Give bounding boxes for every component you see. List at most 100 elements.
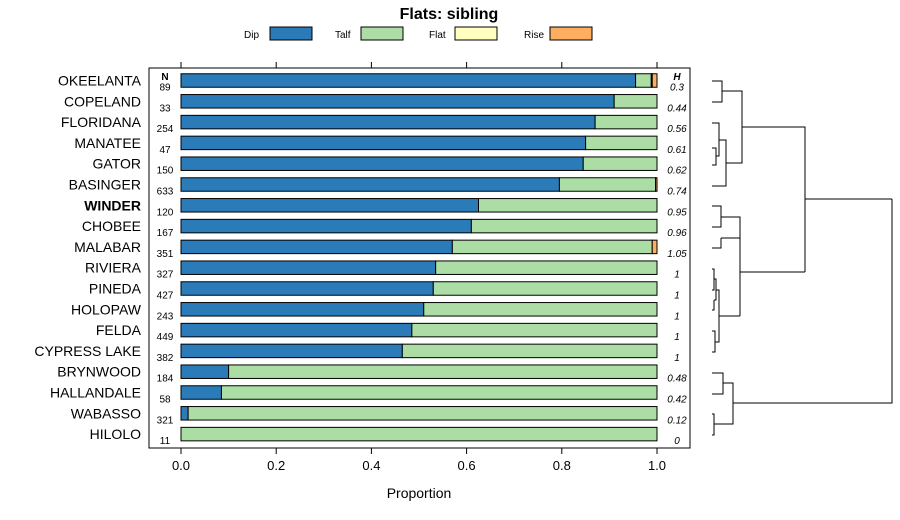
bar-row-chobee bbox=[180, 218, 658, 234]
bar-row-pineda bbox=[180, 281, 658, 296]
dendrogram-branch-5 bbox=[712, 205, 722, 228]
n-value-pineda: 427 bbox=[157, 291, 174, 302]
n-value-gator: 150 bbox=[157, 166, 174, 177]
plot-frame bbox=[148, 67, 691, 449]
dendrogram-branch-1 bbox=[712, 147, 717, 166]
bar-row-felda bbox=[180, 322, 658, 338]
h-column-header: H bbox=[673, 72, 681, 83]
n-value-hallandale: 58 bbox=[159, 395, 171, 406]
bar-row-manatee bbox=[180, 135, 658, 151]
bar-hilolo-talf bbox=[180, 426, 658, 442]
bar-cypress-lake-dip bbox=[180, 343, 403, 359]
h-value-holopaw: 1 bbox=[674, 311, 680, 322]
legend-label-flat: Flat bbox=[429, 30, 446, 41]
n-value-malabar: 351 bbox=[157, 249, 174, 260]
bar-brynwood-dip bbox=[180, 364, 230, 379]
h-value-gator: 0.62 bbox=[667, 166, 687, 177]
dendrogram-branch-8 bbox=[712, 268, 715, 291]
bars-group bbox=[180, 73, 658, 442]
legend-label-talf: Talf bbox=[335, 30, 351, 41]
category-label-chobee: CHOBEE bbox=[82, 218, 141, 234]
n-value-basinger: 633 bbox=[157, 187, 174, 198]
dendrogram-branch-6 bbox=[712, 238, 722, 249]
category-label-pineda: PINEDA bbox=[89, 281, 142, 297]
bar-basinger-dip bbox=[180, 177, 560, 192]
h-value-brynwood: 0.48 bbox=[667, 374, 687, 385]
bar-malabar-rise bbox=[651, 239, 658, 255]
x-axis-label: Proportion bbox=[387, 485, 452, 501]
category-label-hallandale: HALLANDALE bbox=[50, 385, 141, 401]
h-value-winder: 0.95 bbox=[667, 207, 687, 218]
dendrogram-branch-18 bbox=[712, 372, 724, 395]
bar-row-winder bbox=[180, 198, 658, 213]
legend-label-rise: Rise bbox=[524, 30, 544, 41]
bar-malabar-talf bbox=[451, 239, 653, 255]
category-label-basinger: BASINGER bbox=[69, 177, 141, 193]
h-value-copeland: 0.44 bbox=[667, 103, 687, 114]
dendrogram bbox=[712, 80, 893, 436]
n-value-brynwood: 184 bbox=[157, 374, 174, 385]
h-value-cypress-lake: 1 bbox=[674, 353, 680, 364]
h-value-malabar: 1.05 bbox=[667, 249, 687, 260]
bar-row-brynwood bbox=[180, 364, 658, 379]
category-label-okeelanta: OKEELANTA bbox=[58, 73, 142, 89]
n-value-manatee: 47 bbox=[159, 145, 171, 156]
bar-gator-talf bbox=[582, 156, 658, 171]
bar-row-okeelanta bbox=[180, 73, 658, 88]
category-label-manatee: MANATEE bbox=[74, 135, 141, 151]
category-label-riviera: RIVIERA bbox=[85, 260, 142, 276]
bar-gator-dip bbox=[180, 156, 584, 171]
bar-floridana-dip bbox=[180, 114, 596, 130]
bar-row-cypress-lake bbox=[180, 343, 658, 359]
bar-floridana-talf bbox=[594, 114, 658, 130]
legend-swatch-talf bbox=[360, 26, 404, 41]
bar-hallandale-dip bbox=[180, 385, 222, 400]
h-value-felda: 1 bbox=[674, 332, 680, 343]
bar-riviera-dip bbox=[180, 260, 437, 275]
bar-okeelanta-dip bbox=[180, 73, 637, 88]
n-value-copeland: 33 bbox=[159, 103, 171, 114]
bar-brynwood-talf bbox=[228, 364, 658, 379]
bar-row-copeland bbox=[180, 94, 658, 109]
dendrogram-branch-16 bbox=[742, 126, 806, 272]
x-axis: 0.0 0.2 0.4 0.6 0.8 1.0 bbox=[172, 62, 666, 473]
x-tick-label-0-6: 0.6 bbox=[458, 458, 476, 473]
bar-malabar-dip bbox=[180, 239, 453, 255]
category-label-felda: FELDA bbox=[96, 322, 142, 338]
h-value-manatee: 0.61 bbox=[667, 145, 686, 156]
h-value-wabasso: 0.12 bbox=[667, 415, 687, 426]
legend-label-dip: Dip bbox=[244, 30, 259, 41]
bar-cypress-lake-talf bbox=[401, 343, 658, 359]
n-value-riviera: 327 bbox=[157, 270, 174, 281]
h-value-hilolo: 0 bbox=[674, 436, 680, 447]
dendrogram-branch-19 bbox=[712, 413, 715, 436]
n-value-felda: 449 bbox=[157, 332, 174, 343]
n-value-holopaw: 243 bbox=[157, 311, 174, 322]
legend: Dip Talf Flat Rise bbox=[244, 26, 593, 41]
x-tick-label-0-4: 0.4 bbox=[362, 458, 380, 473]
n-value-okeelanta: 89 bbox=[159, 83, 171, 94]
bar-holopaw-talf bbox=[423, 302, 658, 317]
bar-felda-talf bbox=[411, 322, 658, 338]
bar-hallandale-talf bbox=[220, 385, 658, 400]
bar-row-holopaw bbox=[180, 302, 658, 317]
h-value-pineda: 1 bbox=[674, 291, 680, 302]
h-value-riviera: 1 bbox=[674, 270, 680, 281]
bar-manatee-talf bbox=[585, 135, 658, 151]
category-label-gator: GATOR bbox=[93, 156, 142, 172]
category-label-holopaw: HOLOPAW bbox=[71, 301, 142, 317]
category-labels: OKEELANTA 89 0.3 COPELAND 33 0.44 FLORIDANA 254… bbox=[34, 73, 687, 448]
category-label-hilolo: HILOLO bbox=[90, 426, 141, 442]
x-tick-label-1-0: 1.0 bbox=[648, 458, 666, 473]
legend-swatch-flat bbox=[454, 26, 498, 41]
category-label-brynwood: BRYNWOOD bbox=[57, 364, 141, 380]
dendrogram-branch-11 bbox=[712, 330, 716, 353]
n-value-winder: 120 bbox=[157, 207, 174, 218]
x-tick-label-0-0: 0.0 bbox=[172, 458, 190, 473]
bar-row-hallandale bbox=[180, 385, 658, 400]
category-label-malabar: MALABAR bbox=[74, 239, 141, 255]
bar-chobee-talf bbox=[470, 218, 658, 234]
n-value-wabasso: 321 bbox=[157, 415, 174, 426]
legend-swatch-rise bbox=[549, 26, 593, 41]
